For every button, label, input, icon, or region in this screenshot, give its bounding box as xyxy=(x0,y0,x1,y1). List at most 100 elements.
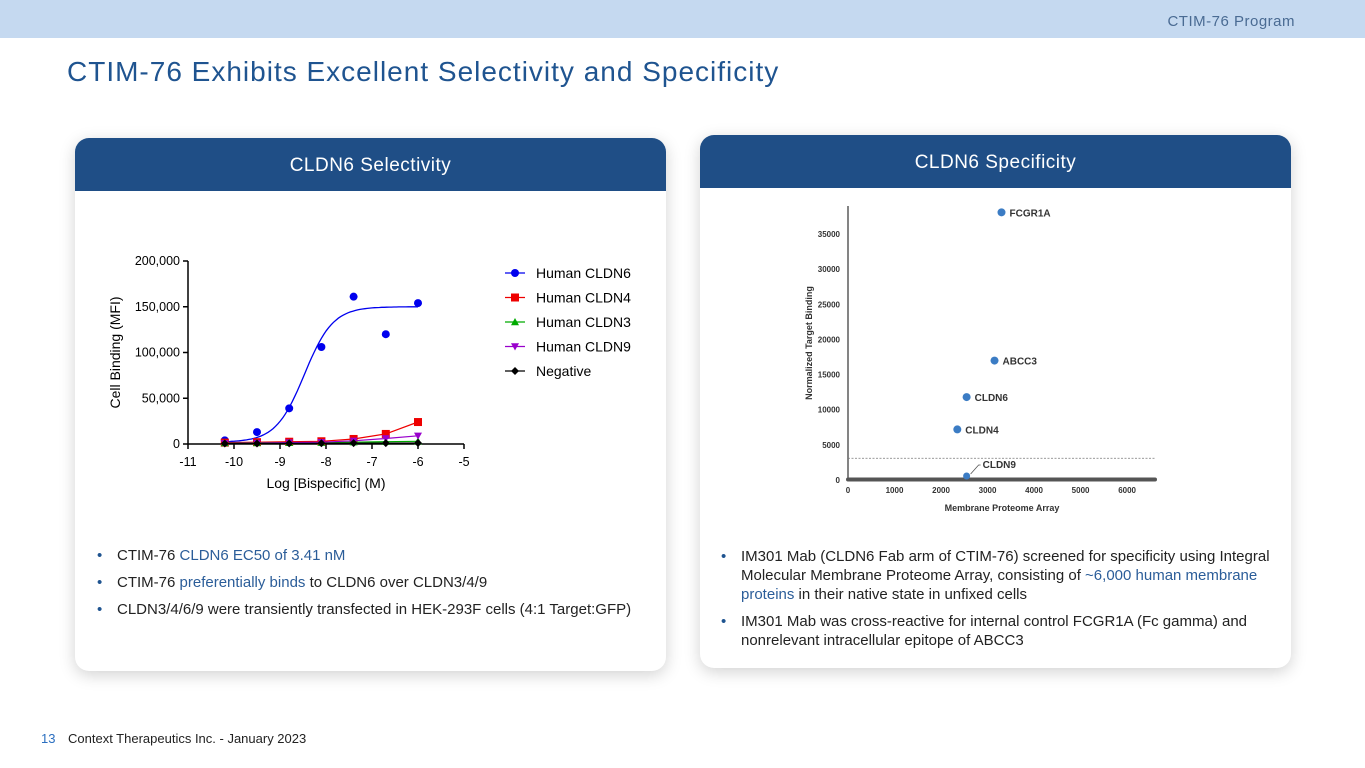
page-title: CTIM-76 Exhibits Excellent Selectivity a… xyxy=(67,56,780,87)
x-axis-label: Log [Bispecific] (M) xyxy=(266,475,385,491)
legend-label: Human CLDN3 xyxy=(536,314,631,330)
top-band xyxy=(0,0,1365,38)
y-tick-label: 5000 xyxy=(822,441,840,450)
x-tick-label: -10 xyxy=(225,455,243,469)
y-tick-label: 15000 xyxy=(818,371,841,380)
data-point xyxy=(963,472,971,480)
bullet-item: • IM301 Mab was cross-reactive for intern… xyxy=(719,612,1279,650)
page-number: 13 xyxy=(41,731,56,746)
bullet-dot: • xyxy=(721,613,727,630)
data-point xyxy=(317,439,326,448)
x-tick-label: 2000 xyxy=(932,486,950,495)
data-point xyxy=(990,356,999,365)
bullet-dot: • xyxy=(97,601,103,618)
y-tick-label: 30000 xyxy=(818,265,841,274)
legend-marker xyxy=(511,269,519,277)
bullet-dot: • xyxy=(97,574,103,591)
y-tick-label: 100,000 xyxy=(135,346,180,360)
bullet-text-post: in their native state in unfixed cells xyxy=(794,586,1027,603)
x-tick-label: -7 xyxy=(366,455,377,469)
point-fcgr1a: FCGR1A xyxy=(997,208,1051,219)
bullet-text-pre: CTIM-76 xyxy=(117,574,180,591)
point-cldn9: CLDN9 xyxy=(963,460,1016,480)
y-axis-label: Normalized Target Binding xyxy=(804,286,814,400)
x-tick-label: 5000 xyxy=(1072,486,1090,495)
point-cldn6: CLDN6 xyxy=(962,393,1009,404)
x-tick-label: 4000 xyxy=(1025,486,1043,495)
data-point xyxy=(253,439,261,448)
bullet-text-post: to CLDN6 over CLDN3/4/9 xyxy=(305,574,488,591)
bullet-dot: • xyxy=(721,548,727,565)
program-label: CTIM-76 Program xyxy=(1167,13,1295,30)
x-tick-label: -6 xyxy=(412,455,423,469)
data-point xyxy=(962,393,971,402)
bullet-text-pre: IM301 Mab (CLDN6 Fab arm of CTIM-76) scr… xyxy=(741,548,1270,584)
legend-marker xyxy=(511,293,519,302)
bullet-item: • CTIM-76 preferentially binds to CLDN6 o… xyxy=(95,573,665,592)
x-tick-label: -8 xyxy=(320,455,331,469)
bullet-text-hl: preferentially binds xyxy=(179,574,306,591)
y-tick-label: 35000 xyxy=(818,230,841,239)
y-tick-label: 10000 xyxy=(818,406,841,415)
y-tick-label: 0 xyxy=(836,476,841,485)
bullet-text-hl: ~6,000 human membrane proteins xyxy=(741,567,1258,603)
point-label: CLDN4 xyxy=(965,425,999,436)
data-point xyxy=(414,299,422,308)
specificity-card-heading: CLDN6 Specificity xyxy=(700,135,1291,188)
data-point xyxy=(381,429,390,438)
legend-label: Negative xyxy=(536,363,591,379)
legend-label: Human CLDN6 xyxy=(536,265,631,281)
fit-curve xyxy=(224,306,418,443)
data-point xyxy=(414,432,422,440)
bullet-text-pre: CLDN3/4/6/9 were transiently transfected… xyxy=(117,601,632,618)
point-label: CLDN6 xyxy=(975,393,1009,404)
y-tick-label: 200,000 xyxy=(135,254,180,268)
legend-marker xyxy=(511,367,519,375)
specificity-chart: 0 5000 10000 15000 20000 25000 30000 35000 0 1000… xyxy=(804,206,1157,513)
x-tick-label: 0 xyxy=(846,486,851,495)
footer-company: Context Therapeutics Inc. - January 2023 xyxy=(68,731,307,746)
data-point xyxy=(381,435,390,443)
data-point xyxy=(414,418,422,427)
y-tick-label: 150,000 xyxy=(135,300,180,314)
data-point xyxy=(349,292,358,301)
data-point xyxy=(381,330,390,339)
bullet-text-pre: CTIM-76 xyxy=(117,547,180,564)
x-tick-label: -9 xyxy=(274,455,285,469)
data-point xyxy=(953,425,962,434)
label-leader xyxy=(970,464,981,475)
x-tick-label: -5 xyxy=(458,455,469,469)
point-label: CLDN9 xyxy=(983,460,1017,471)
y-axis-label: Cell Binding (MFI) xyxy=(107,296,123,408)
legend-label: Human CLDN9 xyxy=(536,339,631,355)
x-tick-label: 3000 xyxy=(979,486,997,495)
bullet-item: • CLDN3/4/6/9 were transiently transfecte… xyxy=(95,600,665,619)
selectivity-chart: 0 50,000 100,000 150,000 200,000 -11 -10 -9 -8 -7… xyxy=(107,254,631,491)
selectivity-card: CLDN6 Selectivity 0 50,000 100,000 150,000 2… xyxy=(75,138,666,671)
data-point xyxy=(997,208,1006,217)
y-tick-label: 20000 xyxy=(818,335,841,344)
specificity-card: CLDN6 Specificity 0 5000 10000 15000 20000 25… xyxy=(700,135,1291,668)
legend-marker xyxy=(511,343,519,351)
data-point xyxy=(317,343,326,352)
bullet-item: • IM301 Mab (CLDN6 Fab arm of CTIM-76) sc… xyxy=(719,547,1279,604)
specificity-bullets: • IM301 Mab (CLDN6 Fab arm of CTIM-76) sc… xyxy=(719,547,1279,658)
bullet-dot: • xyxy=(97,547,103,564)
bullet-text-hl: CLDN6 EC50 of 3.41 nM xyxy=(179,547,346,564)
y-tick-label: 0 xyxy=(173,437,180,451)
point-label: ABCC3 xyxy=(1003,357,1038,368)
bullet-text-pre: IM301 Mab was cross-reactive for interna… xyxy=(741,613,1248,649)
x-tick-label: 6000 xyxy=(1118,486,1136,495)
x-tick-label: 1000 xyxy=(886,486,904,495)
data-point xyxy=(220,439,229,448)
data-point xyxy=(285,439,294,448)
y-tick-label: 25000 xyxy=(818,300,841,309)
point-cldn4: CLDN4 xyxy=(953,425,999,436)
data-point xyxy=(414,438,422,447)
series-human-cldn6 xyxy=(220,292,422,445)
legend-label: Human CLDN4 xyxy=(536,290,631,306)
data-point xyxy=(349,439,358,448)
data-point xyxy=(285,404,294,413)
bullet-item: • CTIM-76 CLDN6 EC50 of 3.41 nM xyxy=(95,546,665,565)
point-label: FCGR1A xyxy=(1010,208,1051,219)
